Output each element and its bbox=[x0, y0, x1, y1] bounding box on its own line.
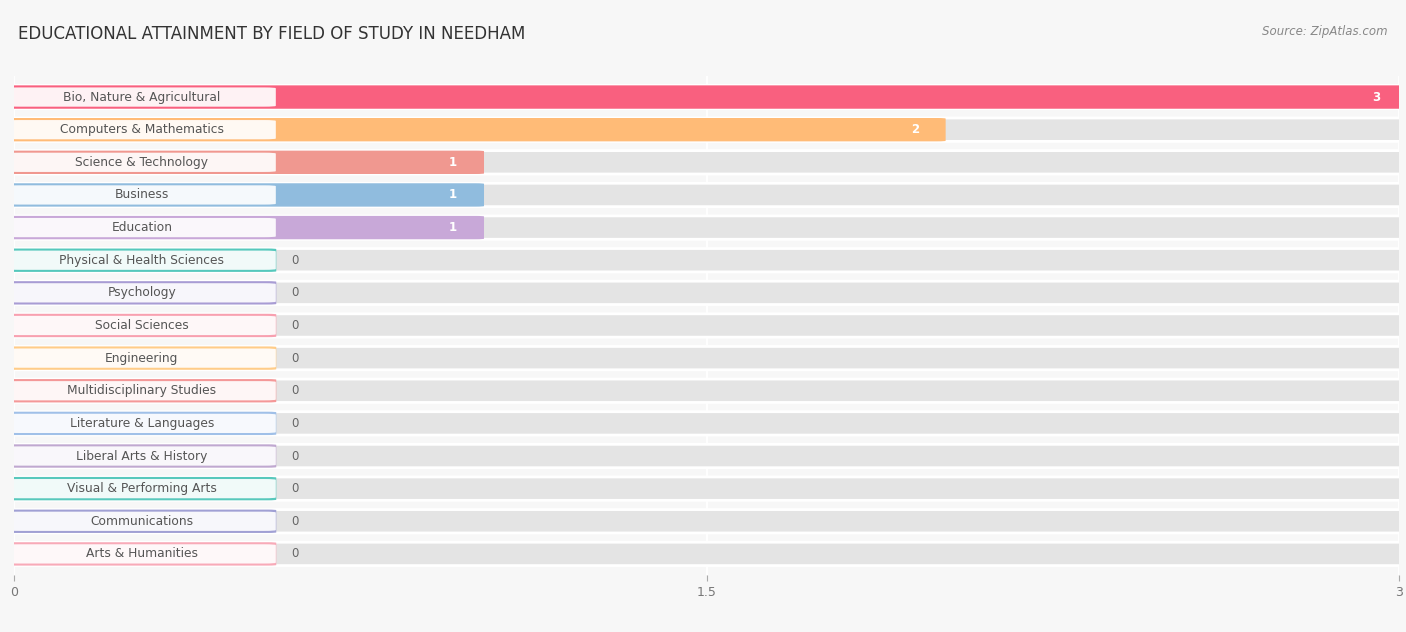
Text: Arts & Humanities: Arts & Humanities bbox=[86, 547, 198, 561]
FancyBboxPatch shape bbox=[8, 348, 276, 368]
Text: Source: ZipAtlas.com: Source: ZipAtlas.com bbox=[1263, 25, 1388, 39]
Text: 2: 2 bbox=[911, 123, 920, 136]
Text: 1: 1 bbox=[449, 221, 457, 234]
FancyBboxPatch shape bbox=[8, 381, 276, 401]
FancyBboxPatch shape bbox=[6, 346, 1406, 370]
FancyBboxPatch shape bbox=[6, 477, 1406, 501]
FancyBboxPatch shape bbox=[6, 444, 1406, 468]
FancyBboxPatch shape bbox=[6, 248, 276, 272]
FancyBboxPatch shape bbox=[6, 509, 276, 533]
FancyBboxPatch shape bbox=[6, 281, 276, 305]
FancyBboxPatch shape bbox=[6, 118, 946, 142]
FancyBboxPatch shape bbox=[8, 544, 276, 564]
FancyBboxPatch shape bbox=[8, 251, 276, 270]
Text: 0: 0 bbox=[291, 384, 298, 398]
Text: Education: Education bbox=[111, 221, 173, 234]
Text: 0: 0 bbox=[291, 449, 298, 463]
Text: Literature & Languages: Literature & Languages bbox=[70, 417, 214, 430]
Text: Engineering: Engineering bbox=[105, 351, 179, 365]
FancyBboxPatch shape bbox=[6, 85, 1406, 109]
FancyBboxPatch shape bbox=[6, 379, 1406, 403]
FancyBboxPatch shape bbox=[6, 379, 276, 403]
Text: Social Sciences: Social Sciences bbox=[96, 319, 188, 332]
FancyBboxPatch shape bbox=[6, 85, 1406, 109]
Text: 0: 0 bbox=[291, 547, 298, 561]
Text: Visual & Performing Arts: Visual & Performing Arts bbox=[67, 482, 217, 495]
Text: 1: 1 bbox=[449, 188, 457, 202]
FancyBboxPatch shape bbox=[6, 411, 276, 435]
FancyBboxPatch shape bbox=[6, 183, 484, 207]
FancyBboxPatch shape bbox=[6, 150, 484, 174]
FancyBboxPatch shape bbox=[8, 316, 276, 335]
FancyBboxPatch shape bbox=[6, 477, 276, 501]
Text: Bio, Nature & Agricultural: Bio, Nature & Agricultural bbox=[63, 90, 221, 104]
Text: Physical & Health Sciences: Physical & Health Sciences bbox=[59, 253, 225, 267]
Text: Computers & Mathematics: Computers & Mathematics bbox=[60, 123, 224, 136]
Text: Psychology: Psychology bbox=[107, 286, 176, 300]
FancyBboxPatch shape bbox=[6, 411, 1406, 435]
FancyBboxPatch shape bbox=[8, 446, 276, 466]
Text: EDUCATIONAL ATTAINMENT BY FIELD OF STUDY IN NEEDHAM: EDUCATIONAL ATTAINMENT BY FIELD OF STUDY… bbox=[18, 25, 526, 43]
FancyBboxPatch shape bbox=[6, 248, 1406, 272]
Text: 0: 0 bbox=[291, 253, 298, 267]
FancyBboxPatch shape bbox=[6, 183, 1406, 207]
FancyBboxPatch shape bbox=[6, 542, 276, 566]
FancyBboxPatch shape bbox=[6, 118, 1406, 142]
FancyBboxPatch shape bbox=[8, 479, 276, 498]
Text: 3: 3 bbox=[1372, 90, 1381, 104]
FancyBboxPatch shape bbox=[8, 87, 276, 107]
FancyBboxPatch shape bbox=[8, 283, 276, 303]
FancyBboxPatch shape bbox=[8, 120, 276, 139]
FancyBboxPatch shape bbox=[6, 444, 276, 468]
Text: Science & Technology: Science & Technology bbox=[76, 156, 208, 169]
Text: 0: 0 bbox=[291, 351, 298, 365]
FancyBboxPatch shape bbox=[6, 346, 276, 370]
FancyBboxPatch shape bbox=[6, 150, 1406, 174]
FancyBboxPatch shape bbox=[6, 314, 276, 337]
FancyBboxPatch shape bbox=[6, 281, 1406, 305]
Text: Multidisciplinary Studies: Multidisciplinary Studies bbox=[67, 384, 217, 398]
FancyBboxPatch shape bbox=[6, 216, 1406, 240]
Text: 0: 0 bbox=[291, 319, 298, 332]
Text: 0: 0 bbox=[291, 515, 298, 528]
Text: 0: 0 bbox=[291, 286, 298, 300]
FancyBboxPatch shape bbox=[6, 314, 1406, 337]
Text: Business: Business bbox=[115, 188, 169, 202]
FancyBboxPatch shape bbox=[8, 185, 276, 205]
FancyBboxPatch shape bbox=[8, 512, 276, 531]
FancyBboxPatch shape bbox=[6, 509, 1406, 533]
Text: 1: 1 bbox=[449, 156, 457, 169]
Text: 0: 0 bbox=[291, 417, 298, 430]
FancyBboxPatch shape bbox=[8, 218, 276, 237]
FancyBboxPatch shape bbox=[8, 414, 276, 433]
Text: 0: 0 bbox=[291, 482, 298, 495]
Text: Liberal Arts & History: Liberal Arts & History bbox=[76, 449, 208, 463]
FancyBboxPatch shape bbox=[6, 216, 484, 240]
FancyBboxPatch shape bbox=[6, 542, 1406, 566]
FancyBboxPatch shape bbox=[8, 153, 276, 172]
Text: Communications: Communications bbox=[90, 515, 194, 528]
